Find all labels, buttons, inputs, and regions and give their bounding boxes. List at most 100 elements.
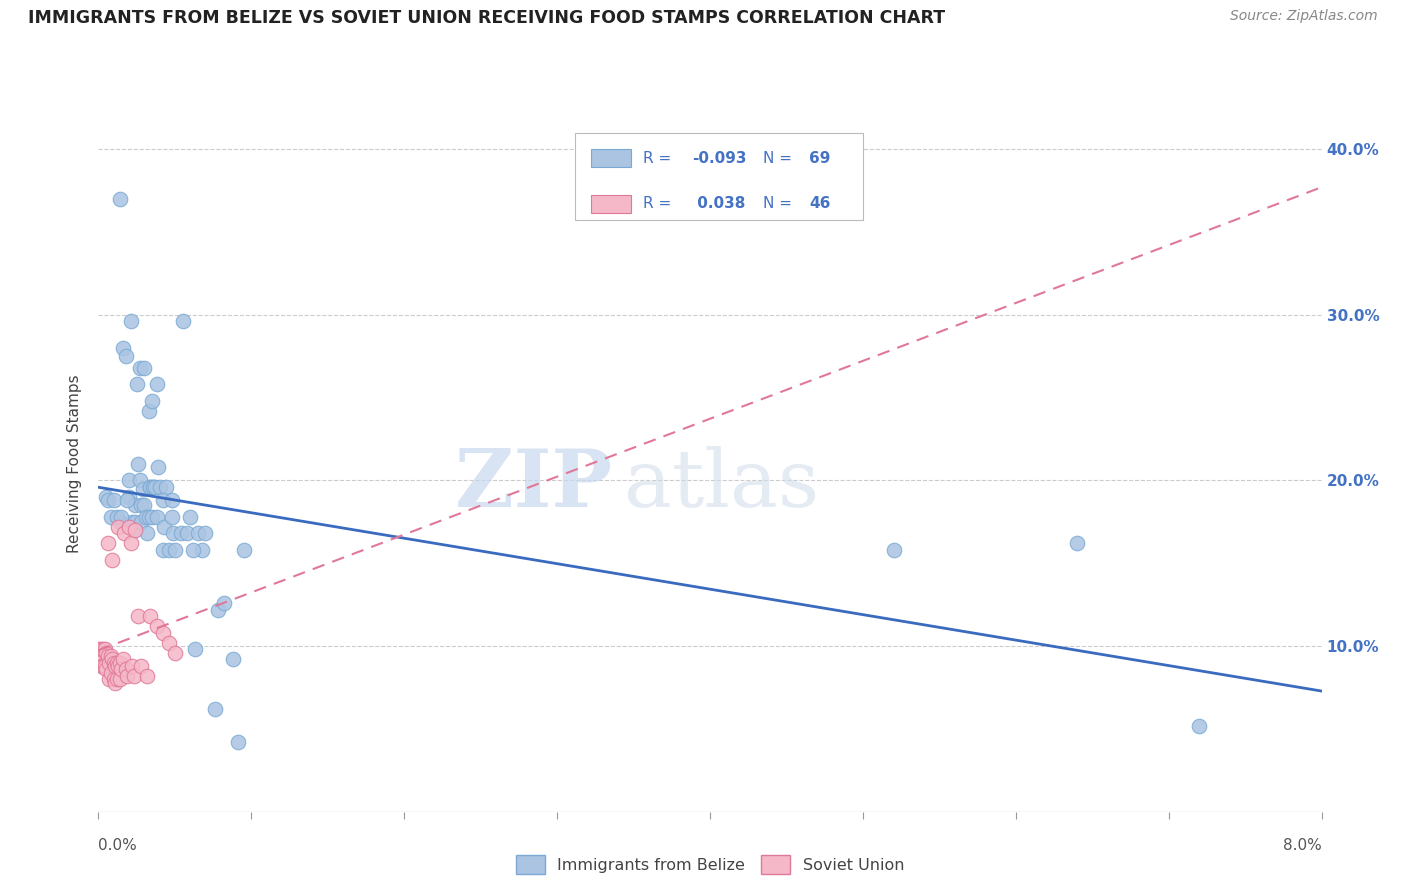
Text: Source: ZipAtlas.com: Source: ZipAtlas.com [1230, 9, 1378, 23]
Point [129, 498, 152, 512]
Point [91, 642, 114, 657]
Text: N =: N = [762, 196, 792, 211]
Point [93, 642, 115, 657]
Point [129, 659, 152, 673]
Point [157, 636, 180, 650]
Point [136, 526, 159, 541]
Point [145, 377, 167, 392]
Point [105, 509, 128, 524]
Point [118, 474, 141, 488]
Point [184, 642, 207, 657]
Point [127, 609, 149, 624]
Point [124, 515, 146, 529]
FancyBboxPatch shape [592, 149, 630, 168]
Point [97, 648, 120, 663]
Point [89, 652, 111, 666]
Point [152, 625, 174, 640]
Point [232, 543, 254, 558]
Point [179, 509, 201, 524]
Point [128, 360, 150, 375]
Point [134, 360, 156, 375]
Point [170, 526, 193, 541]
Point [139, 480, 162, 494]
Text: 8.0%: 8.0% [1282, 838, 1322, 854]
Point [142, 480, 165, 494]
Point [160, 493, 183, 508]
Point [101, 652, 124, 666]
Text: 69: 69 [808, 151, 831, 166]
Point [883, 543, 905, 558]
Point [134, 498, 156, 512]
Point [163, 543, 186, 558]
Point [105, 672, 128, 686]
Point [118, 520, 141, 534]
Point [108, 672, 131, 686]
Point [98, 656, 121, 670]
Point [103, 656, 125, 670]
Point [100, 509, 122, 524]
Point [120, 314, 142, 328]
Point [138, 509, 160, 524]
Text: 46: 46 [808, 196, 831, 211]
Point [93, 659, 115, 673]
Point [94, 490, 117, 504]
Point [187, 526, 209, 541]
Point [157, 543, 180, 558]
Point [111, 652, 134, 666]
Point [226, 735, 249, 749]
Point [135, 509, 157, 524]
Point [163, 646, 186, 660]
Point [110, 662, 132, 676]
Point [136, 669, 159, 683]
Point [128, 474, 150, 488]
Point [104, 675, 127, 690]
Point [194, 526, 217, 541]
Point [87, 642, 110, 657]
Point [115, 662, 138, 676]
Text: 0.0%: 0.0% [98, 838, 138, 854]
Point [149, 480, 172, 494]
Point [139, 480, 162, 494]
Point [97, 493, 120, 508]
Point [181, 543, 204, 558]
Point [98, 672, 121, 686]
Point [204, 702, 226, 716]
Point [212, 596, 235, 610]
Point [125, 377, 148, 392]
Point [101, 553, 124, 567]
Point [1188, 718, 1211, 732]
Point [122, 669, 145, 683]
Point [222, 652, 245, 666]
Point [105, 656, 128, 670]
Point [172, 314, 194, 328]
Point [152, 493, 174, 508]
Point [111, 341, 134, 355]
Point [108, 192, 131, 206]
Point [100, 648, 122, 663]
Point [90, 659, 112, 673]
Point [120, 536, 142, 550]
Point [152, 543, 174, 558]
Point [90, 642, 112, 657]
Point [139, 609, 162, 624]
FancyBboxPatch shape [592, 194, 630, 212]
Point [207, 602, 229, 616]
Text: 0.038: 0.038 [692, 196, 745, 211]
Point [191, 543, 214, 558]
Text: atlas: atlas [624, 446, 820, 524]
Point [155, 480, 177, 494]
Point [100, 665, 122, 680]
Point [146, 460, 169, 475]
Point [121, 515, 143, 529]
Point [94, 662, 117, 676]
Point [129, 515, 152, 529]
Point [142, 480, 165, 494]
Text: IMMIGRANTS FROM BELIZE VS SOVIET UNION RECEIVING FOOD STAMPS CORRELATION CHART: IMMIGRANTS FROM BELIZE VS SOVIET UNION R… [28, 9, 945, 27]
Point [143, 480, 166, 494]
Point [103, 493, 125, 508]
Point [122, 523, 145, 537]
Point [145, 509, 167, 524]
Point [117, 493, 139, 508]
Point [1066, 536, 1088, 550]
Point [138, 404, 160, 418]
